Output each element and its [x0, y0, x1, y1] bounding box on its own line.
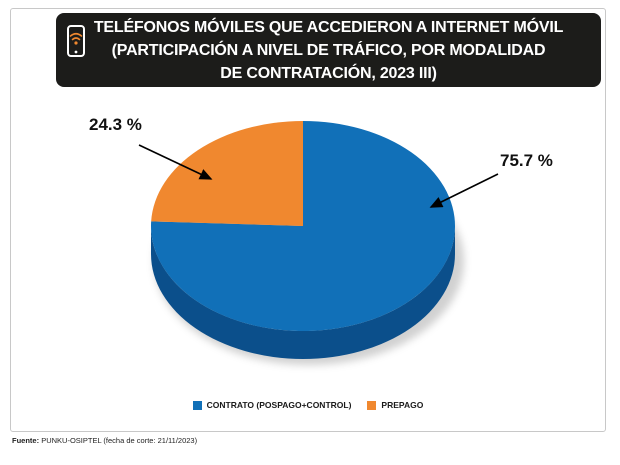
pie-side	[151, 226, 455, 359]
legend-item-contrato: CONTRATO (POSPAGO+CONTROL)	[192, 400, 352, 410]
chart-card: TELÉFONOS MÓVILES QUE ACCEDIERON A INTER…	[10, 8, 606, 432]
source-note: Fuente: PUNKU-OSIPTEL (fecha de corte: 2…	[12, 436, 197, 445]
slice-value-label-prepago: 24.3 %	[89, 115, 142, 134]
legend-label-contrato: CONTRATO (POSPAGO+CONTROL)	[206, 400, 352, 410]
source-text: PUNKU-OSIPTEL (fecha de corte: 21/11/202…	[41, 436, 198, 445]
legend-label-prepago: PREPAGO	[381, 400, 424, 410]
chart-title-line-3: DE CONTRATACIÓN, 2023 III)	[220, 64, 437, 82]
legend-swatch-contrato	[192, 400, 202, 410]
chart-title-line-2: (PARTICIPACIÓN A NIVEL DE TRÁFICO, POR M…	[111, 41, 546, 59]
legend-item-prepago: PREPAGO	[367, 400, 423, 410]
chart-legend: CONTRATO (POSPAGO+CONTROL) PREPAGO	[11, 400, 605, 410]
chart-title-line-1: TELÉFONOS MÓVILES QUE ACCEDIERON A INTER…	[93, 18, 564, 36]
legend-swatch-prepago	[367, 400, 377, 410]
callout-line-contrato	[429, 173, 499, 208]
source-label: Fuente:	[12, 436, 40, 445]
chart-header: TELÉFONOS MÓVILES QUE ACCEDIERON A INTER…	[56, 13, 601, 87]
smartphone-signal-icon	[58, 15, 94, 69]
callout-line-prepago	[138, 144, 213, 180]
pie-slice-1	[151, 121, 303, 226]
pie-slice-0	[151, 121, 456, 332]
pie-slices	[151, 121, 456, 359]
callout-lines	[138, 144, 499, 208]
slice-value-label-contrato: 75.7 %	[500, 151, 553, 170]
pie-chart	[138, 121, 499, 365]
